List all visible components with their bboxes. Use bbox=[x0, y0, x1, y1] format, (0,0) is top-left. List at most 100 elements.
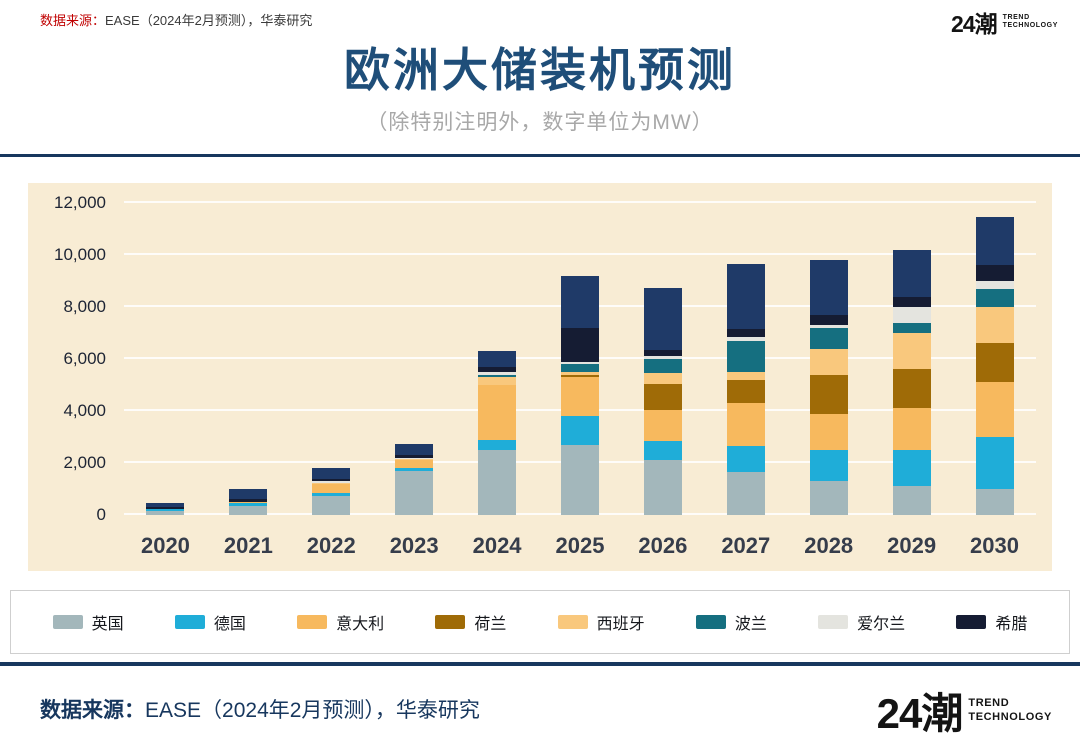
y-axis-tick-label: 10,000 bbox=[54, 245, 106, 264]
bar-segment bbox=[560, 327, 599, 362]
bar-segment bbox=[146, 511, 185, 515]
legend-swatch bbox=[818, 615, 849, 629]
bar-2023 bbox=[395, 203, 434, 515]
bar-2028 bbox=[809, 203, 848, 515]
bar-segment bbox=[395, 457, 434, 460]
bar-segment bbox=[395, 470, 434, 515]
footer-source-line: 数据来源：EASE（2024年2月预测），华泰研究 bbox=[40, 694, 480, 724]
bar-segment bbox=[726, 329, 765, 337]
plot-column bbox=[373, 203, 456, 515]
x-axis-label: 2021 bbox=[223, 533, 273, 558]
bar-segment bbox=[643, 440, 682, 461]
bar-segment bbox=[643, 373, 682, 384]
bar-segment bbox=[809, 481, 848, 515]
bar-segment bbox=[809, 413, 848, 451]
plot-column bbox=[456, 203, 539, 515]
bar-2030 bbox=[975, 203, 1014, 515]
y-axis-tick-label: 12,000 bbox=[54, 193, 106, 212]
x-axis-label: 2024 bbox=[472, 533, 522, 558]
bar-segment bbox=[478, 439, 517, 450]
bar-segment bbox=[560, 416, 599, 445]
bar-segment bbox=[229, 499, 268, 503]
x-axis-label: 2027 bbox=[721, 533, 771, 558]
legend-swatch bbox=[174, 615, 205, 629]
plot-column bbox=[953, 203, 1036, 515]
bar-segment bbox=[312, 492, 351, 496]
legend-swatch bbox=[695, 615, 726, 629]
bar-segment bbox=[643, 460, 682, 515]
bar-segment bbox=[809, 260, 848, 315]
y-axis-tick-label: 0 bbox=[96, 505, 106, 524]
plot-column bbox=[290, 203, 373, 515]
legend-item: 爱尔兰 bbox=[818, 610, 905, 634]
bar-segment bbox=[809, 374, 848, 414]
bar-segment bbox=[892, 249, 931, 297]
x-axis-label: 2025 bbox=[555, 533, 605, 558]
bar-segment bbox=[560, 361, 599, 365]
bar-segment bbox=[809, 325, 848, 328]
y-axis-tick-label: 8,000 bbox=[63, 297, 106, 316]
bar-segment bbox=[312, 495, 351, 515]
brand-word-line1: TREND bbox=[1002, 13, 1030, 21]
top-source-line: 数据来源：EASE（2024年2月预测），华泰研究 bbox=[40, 10, 312, 29]
plot-column bbox=[124, 203, 207, 515]
legend-swatch bbox=[435, 615, 466, 629]
legend-label: 英国 bbox=[91, 616, 124, 633]
bar-segment bbox=[726, 372, 765, 380]
bar-segment bbox=[560, 275, 599, 328]
bar-segment bbox=[809, 450, 848, 482]
legend-item: 波兰 bbox=[695, 610, 767, 634]
x-axis-label: 2022 bbox=[306, 533, 356, 558]
legend-item: 英国 bbox=[52, 610, 124, 634]
header-divider bbox=[0, 154, 1080, 157]
bar-segment bbox=[395, 459, 434, 461]
bar-segment bbox=[975, 382, 1014, 437]
bar-segment bbox=[312, 483, 351, 493]
legend-label: 德国 bbox=[213, 616, 246, 633]
plot-area bbox=[124, 201, 1036, 515]
plot-column bbox=[787, 203, 870, 515]
brand-wordmark: TREND TECHNOLOGY bbox=[1003, 14, 1058, 31]
x-axis-label: 2030 bbox=[970, 533, 1019, 558]
bar-segment bbox=[146, 508, 185, 510]
x-axis-label: 2020 bbox=[140, 533, 190, 558]
plot-column bbox=[539, 203, 622, 515]
bar-segment bbox=[975, 217, 1014, 266]
bar-2024 bbox=[478, 203, 517, 515]
page-subtitle: （除特别注明外，数字单位为MW） bbox=[366, 111, 714, 134]
bar-segment bbox=[809, 348, 848, 375]
bar-segment bbox=[726, 264, 765, 330]
footer-source-label: 数据来源： bbox=[40, 699, 145, 722]
bar-segment bbox=[975, 288, 1014, 308]
legend-label: 爱尔兰 bbox=[857, 616, 906, 633]
brand-mark: 24潮 bbox=[951, 11, 998, 37]
bar-segment bbox=[975, 343, 1014, 383]
footer-source-text: EASE（2024年2月预测），华泰研究 bbox=[145, 699, 480, 722]
bar-segment bbox=[975, 281, 1014, 289]
bar-columns bbox=[124, 203, 1036, 515]
legend-label: 希腊 bbox=[995, 616, 1028, 633]
bar-segment bbox=[643, 349, 682, 357]
bar-segment bbox=[643, 383, 682, 410]
brand-mark: 24潮 bbox=[876, 690, 964, 737]
legend-item: 荷兰 bbox=[435, 610, 506, 634]
legend-label: 荷兰 bbox=[474, 616, 507, 633]
bar-segment bbox=[312, 478, 351, 482]
gridline bbox=[124, 201, 1036, 203]
bar-segment bbox=[892, 450, 931, 487]
legend-swatch bbox=[956, 615, 987, 629]
bar-segment bbox=[395, 468, 434, 471]
y-axis-tick-label: 6,000 bbox=[63, 349, 106, 368]
bar-segment bbox=[395, 460, 434, 469]
bar-segment bbox=[560, 374, 599, 378]
plot-column bbox=[704, 203, 787, 515]
legend-item: 西班牙 bbox=[557, 610, 645, 634]
bar-segment bbox=[643, 409, 682, 441]
brand-logo-bottom: 24潮 TREND TECHNOLOGY bbox=[877, 680, 1052, 741]
bar-segment bbox=[560, 444, 599, 515]
bar-segment bbox=[229, 489, 268, 500]
bar-segment bbox=[892, 296, 931, 308]
bar-segment bbox=[560, 372, 599, 375]
top-source-label: 数据来源： bbox=[40, 13, 106, 28]
legend-label: 意大利 bbox=[336, 616, 385, 633]
